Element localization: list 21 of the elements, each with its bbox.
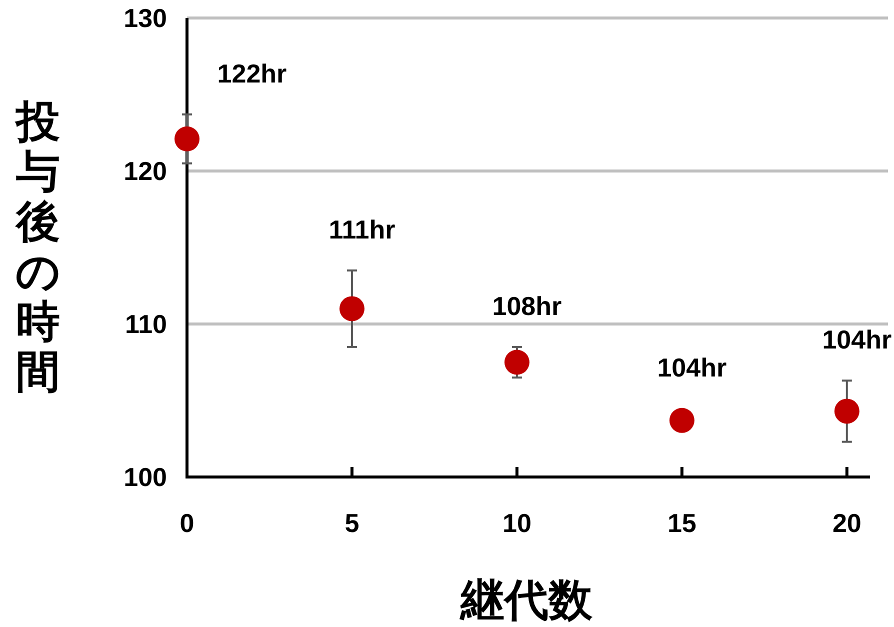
x-tick-label: 5 bbox=[344, 508, 360, 538]
point bbox=[174, 126, 200, 152]
data-label: 108hr bbox=[492, 290, 562, 321]
y-tick-label: 130 bbox=[124, 3, 167, 33]
x-tick-label: 20 bbox=[832, 508, 862, 538]
point bbox=[339, 296, 364, 322]
point bbox=[834, 398, 860, 424]
point bbox=[504, 350, 530, 375]
data-label: 104hr bbox=[657, 352, 727, 382]
data-label: 104hr bbox=[822, 324, 892, 355]
y-axis-title: 投与後の時間 bbox=[14, 98, 60, 396]
x-tick-label: 0 bbox=[180, 508, 194, 538]
data-label: 122hr bbox=[217, 58, 287, 88]
y-tick-label: 120 bbox=[124, 156, 167, 186]
x-axis-title: 継代数 bbox=[458, 576, 594, 625]
y-tick-label: 100 bbox=[124, 462, 167, 492]
y-tick-label: 110 bbox=[125, 309, 167, 339]
data-label: 111hr bbox=[328, 214, 396, 244]
x-tick-label: 15 bbox=[667, 508, 696, 538]
x-tick-label: 10 bbox=[502, 508, 532, 538]
point bbox=[669, 408, 694, 433]
